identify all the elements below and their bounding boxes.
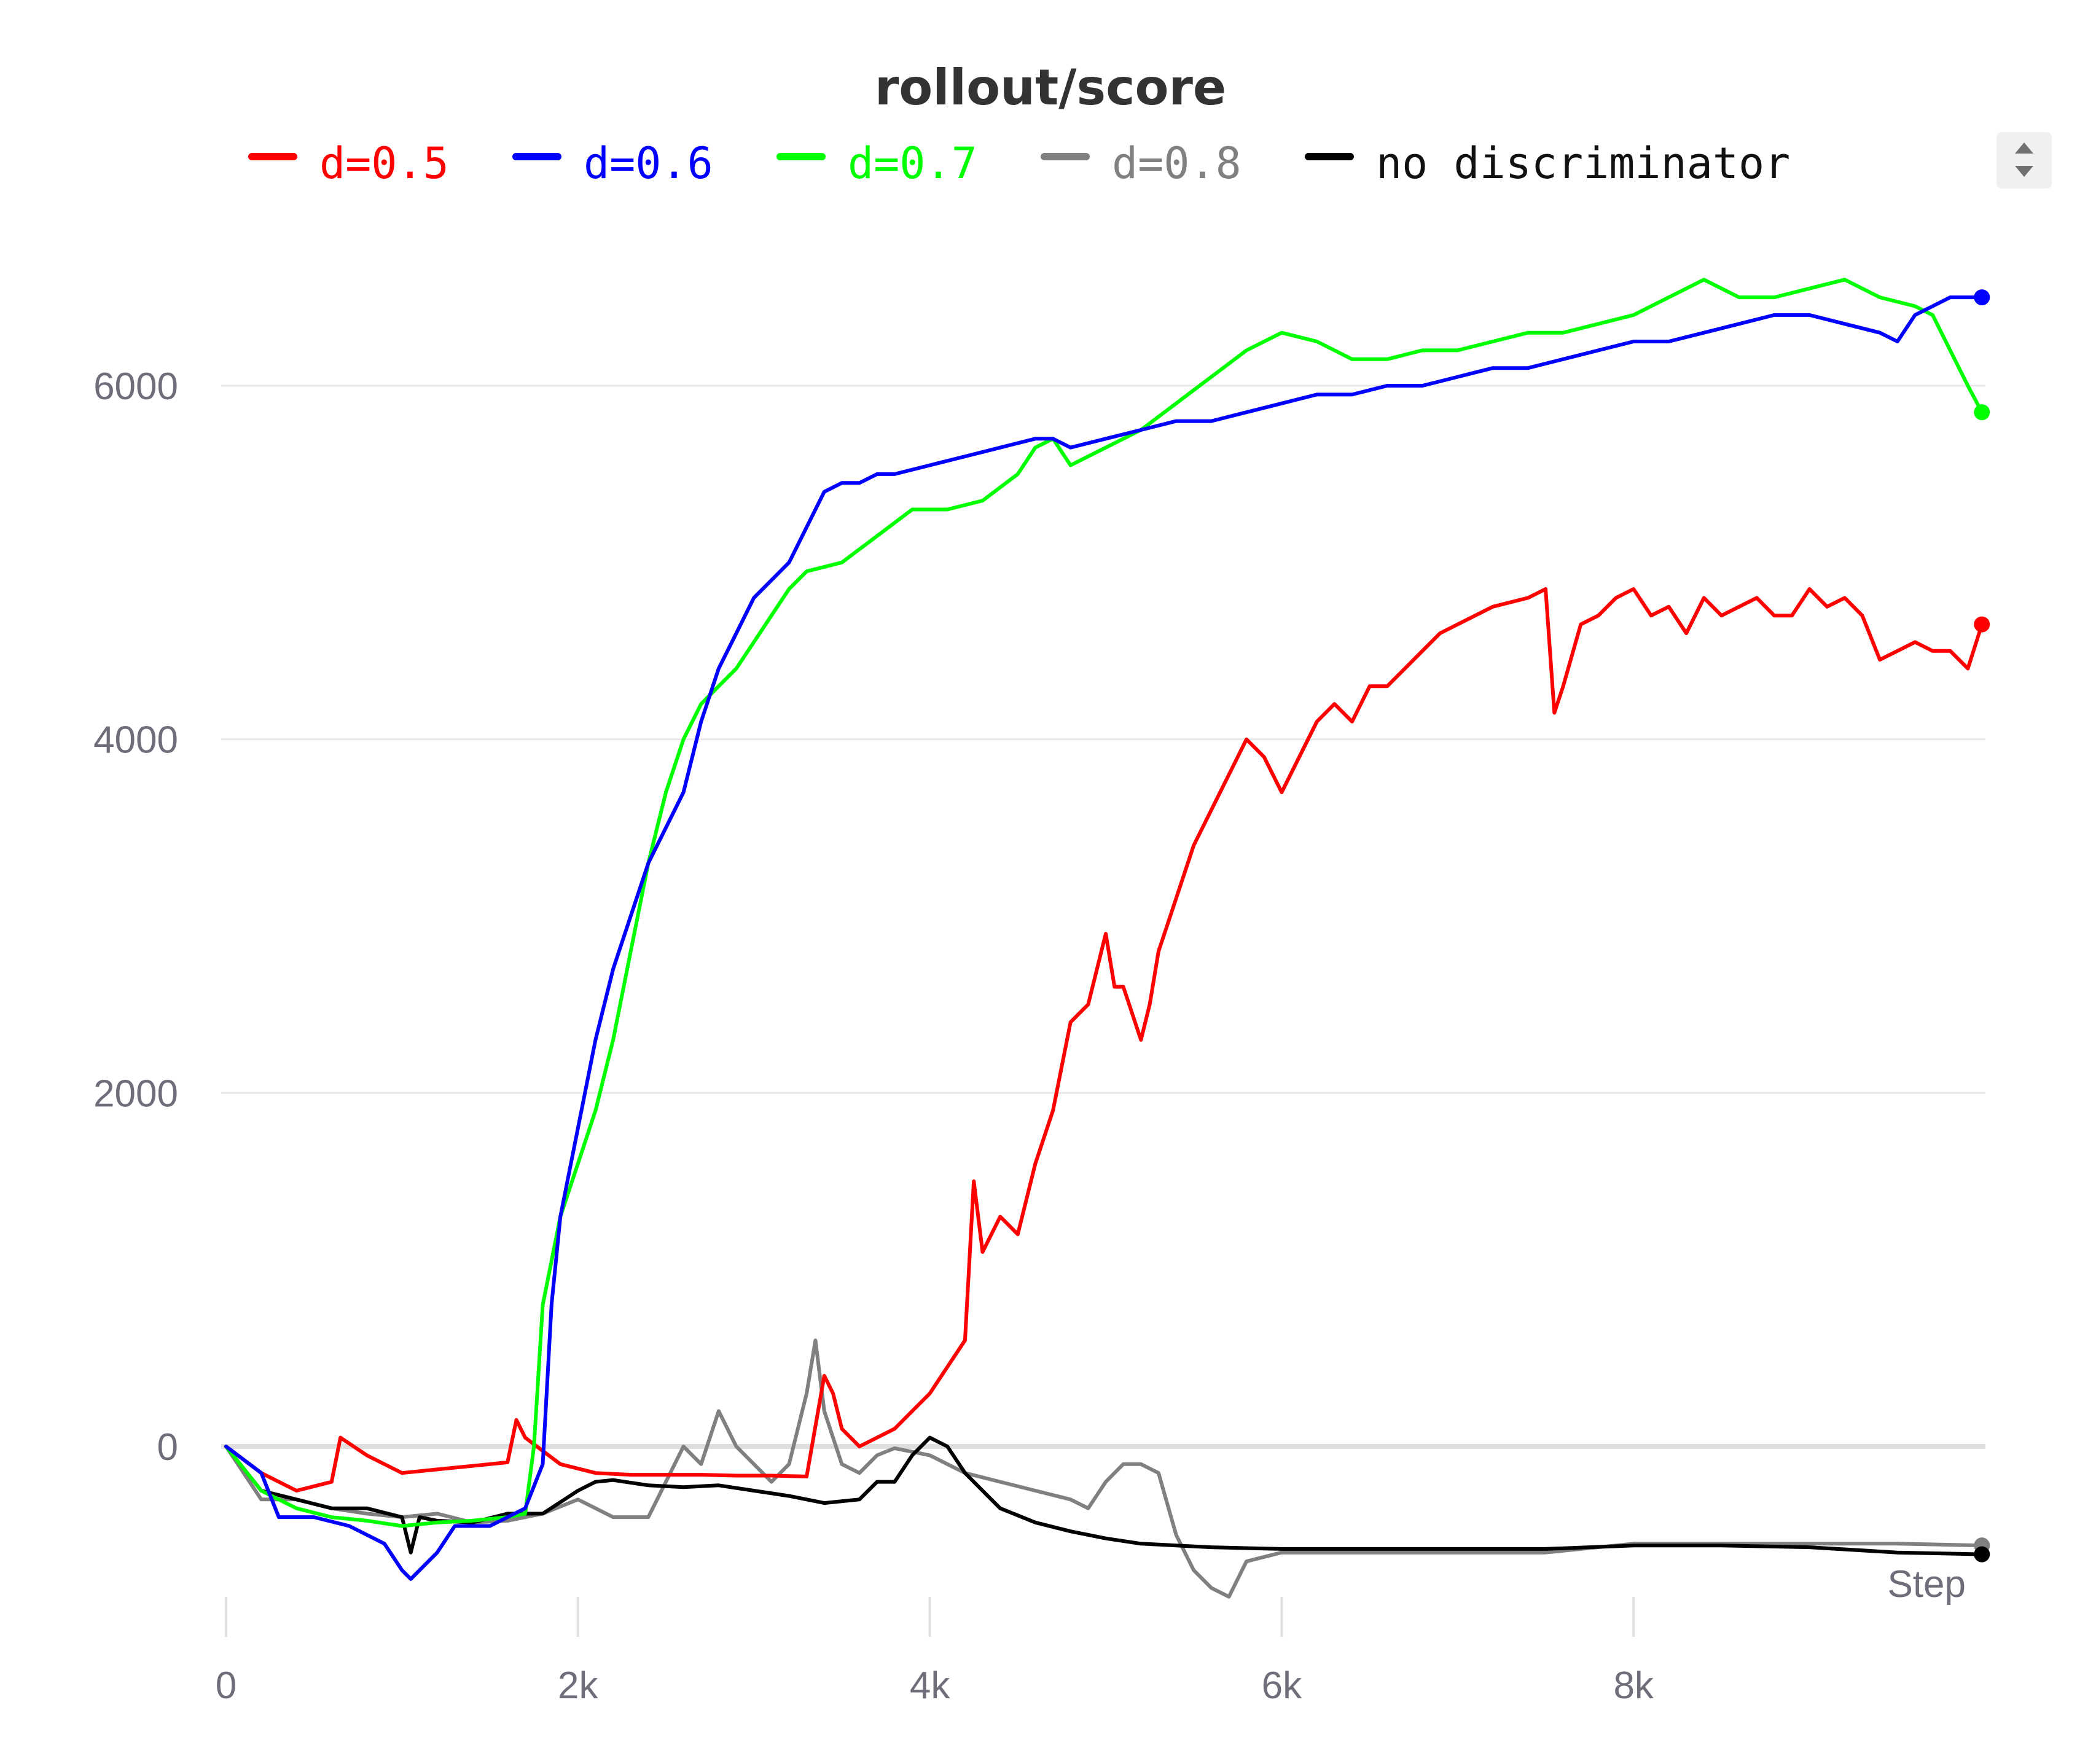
legend-label: no discriminator [1376, 138, 1790, 189]
legend-scroll-up-icon[interactable] [2015, 142, 2033, 154]
x-axis-ticks: 0 2k 4k 6k 8k [216, 1597, 1654, 1707]
y-tick-label: 2000 [93, 1072, 178, 1115]
x-tick-label: 8k [1613, 1664, 1654, 1707]
legend-label: d=0.8 [1112, 138, 1242, 189]
legend-item-no-discriminator[interactable]: no discriminator [1305, 138, 1790, 189]
series-endpoint-d-0-5 [1974, 616, 1990, 633]
y-axis-ticks: 0 2000 4000 6000 [93, 365, 178, 1469]
series-line-d-0-5 [224, 587, 1984, 1493]
legend-item-d-0-6[interactable]: d=0.6 [512, 138, 713, 189]
y-tick-label: 6000 [93, 365, 178, 408]
series-endpoint-d-0-6 [1974, 289, 1990, 306]
y-tick-label: 4000 [93, 719, 178, 762]
series-line-d-0-8 [224, 1338, 1984, 1599]
series-endpoint-d-0-7 [1974, 404, 1990, 421]
x-tick-label: 0 [216, 1664, 237, 1707]
legend-item-d-0-7[interactable]: d=0.7 [776, 138, 977, 189]
series-line-d-0-6 [224, 295, 1984, 1581]
x-tick-label: 2k [558, 1664, 598, 1707]
legend: d=0.5 d=0.6 d=0.7 d=0.8 no discriminator [248, 138, 1790, 189]
legend-label: d=0.6 [584, 138, 713, 189]
legend-item-d-0-8[interactable]: d=0.8 [1041, 138, 1242, 189]
legend-item-d-0-5[interactable]: d=0.5 [248, 138, 449, 189]
legend-scroll-background [1996, 132, 2052, 189]
gridlines [221, 384, 1985, 1449]
series-line-no-discriminator [224, 1435, 1984, 1556]
legend-scroll-down-icon[interactable] [2015, 166, 2033, 177]
legend-label: d=0.5 [319, 138, 449, 189]
legend-scroll-control[interactable] [1996, 132, 2052, 189]
x-tick-label: 4k [910, 1664, 950, 1707]
chart-title: rollout/score [875, 59, 1226, 116]
series-line-d-0-7 [224, 278, 1984, 1528]
y-tick-label: 0 [157, 1426, 178, 1469]
x-axis-label: Step [1887, 1563, 1966, 1606]
legend-label: d=0.7 [848, 138, 977, 189]
plot-area [224, 278, 1984, 1599]
series-endpoints [1974, 289, 1990, 1563]
x-tick-label: 6k [1262, 1664, 1302, 1707]
series-endpoint-no-discriminator [1974, 1546, 1990, 1563]
